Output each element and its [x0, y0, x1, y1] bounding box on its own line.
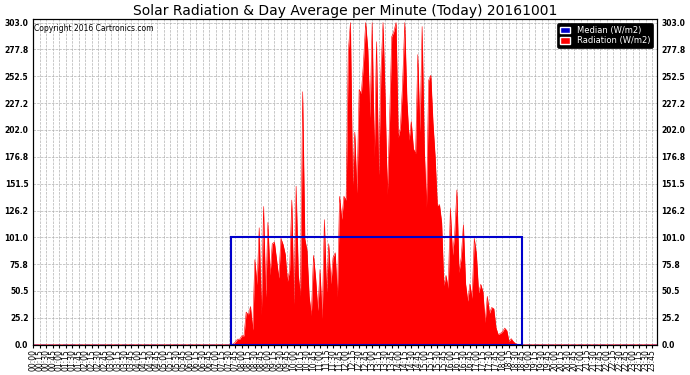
Title: Solar Radiation & Day Average per Minute (Today) 20161001: Solar Radiation & Day Average per Minute…: [132, 4, 558, 18]
Legend: Median (W/m2), Radiation (W/m2): Median (W/m2), Radiation (W/m2): [558, 24, 653, 48]
Bar: [231, 237, 522, 345]
Text: Copyright 2016 Cartronics.com: Copyright 2016 Cartronics.com: [34, 24, 153, 33]
